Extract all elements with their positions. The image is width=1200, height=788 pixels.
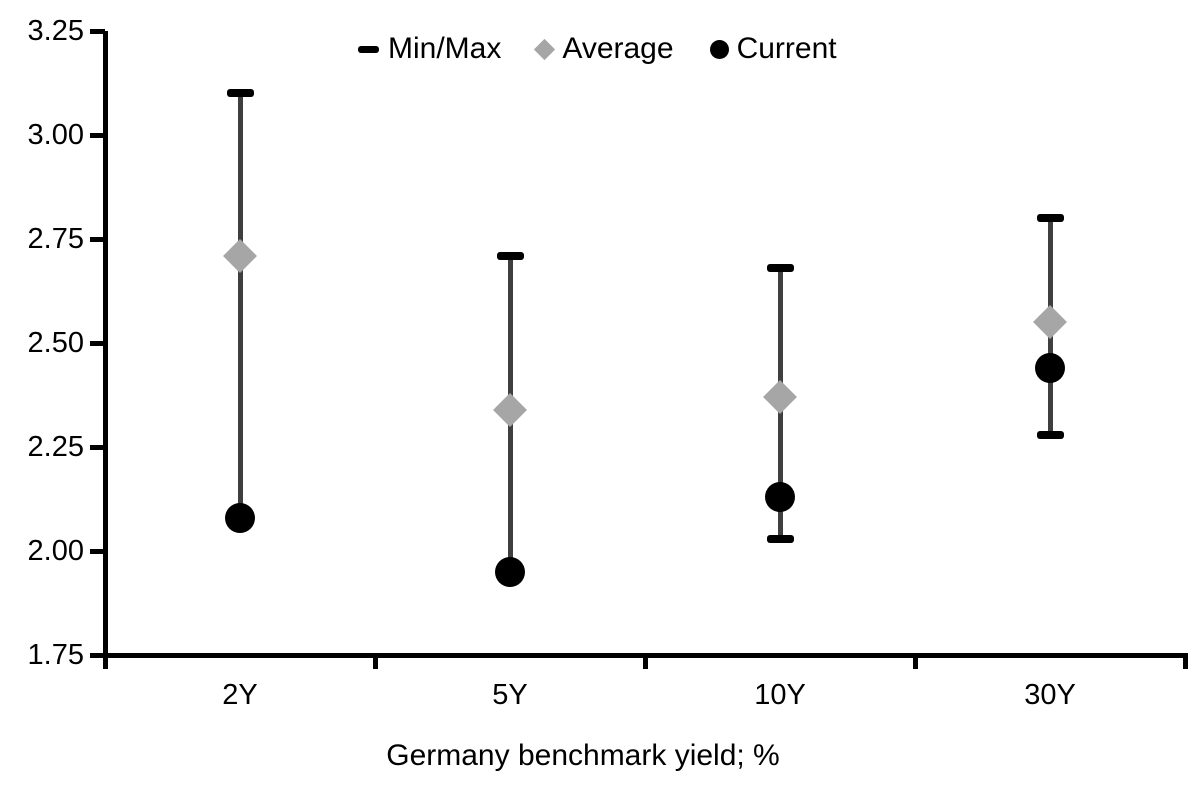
minmax-dash-icon [358,45,379,53]
minmax-whisker [237,93,243,518]
y-tick-label: 3.00 [27,119,84,151]
x-tick [102,655,108,669]
current-circle-icon [709,39,729,59]
y-axis-line [103,31,108,658]
x-tick-label: 30Y [1024,679,1076,711]
legend-label-minmax: Min/Max [388,32,502,65]
x-axis-title: Germany benchmark yield; % [386,739,780,772]
y-tick-label: 2.25 [27,431,84,463]
y-tick [90,236,105,242]
current-marker [495,556,525,587]
y-tick [90,340,105,346]
legend-label-current: Current [736,32,837,65]
legend-label-average: Average [562,32,674,65]
y-tick-label: 3.25 [27,15,84,47]
max-cap [1036,214,1064,223]
y-tick [90,652,105,658]
min-cap [766,534,794,543]
legend-item-minmax: Min/Max [358,28,501,70]
y-tick [90,548,105,554]
current-marker [225,502,255,533]
max-cap [496,251,524,260]
chart-legend: Min/Max Average Current [358,28,837,70]
y-tick [90,132,105,138]
average-marker [1033,305,1067,340]
y-tick [90,28,105,34]
y-tick-label: 1.75 [27,639,84,671]
max-cap [226,89,254,98]
y-tick-label: 2.00 [27,535,84,567]
y-tick [90,444,105,450]
x-tick-label: 5Y [492,679,528,711]
x-tick [912,655,918,669]
x-tick-label: 10Y [754,679,806,711]
y-tick-label: 2.75 [27,223,84,255]
y-tick-label: 2.50 [27,327,84,359]
legend-item-average: Average [534,28,674,70]
current-marker [765,481,795,512]
average-marker [493,392,527,427]
legend-item-current: Current [709,28,837,70]
min-cap [1036,430,1064,439]
x-tick [372,655,378,669]
current-marker [1035,352,1065,383]
x-tick [642,655,648,669]
average-marker [763,380,797,415]
x-tick [1182,655,1188,669]
max-cap [766,264,794,273]
x-tick-label: 2Y [222,679,258,711]
average-marker [223,238,257,273]
